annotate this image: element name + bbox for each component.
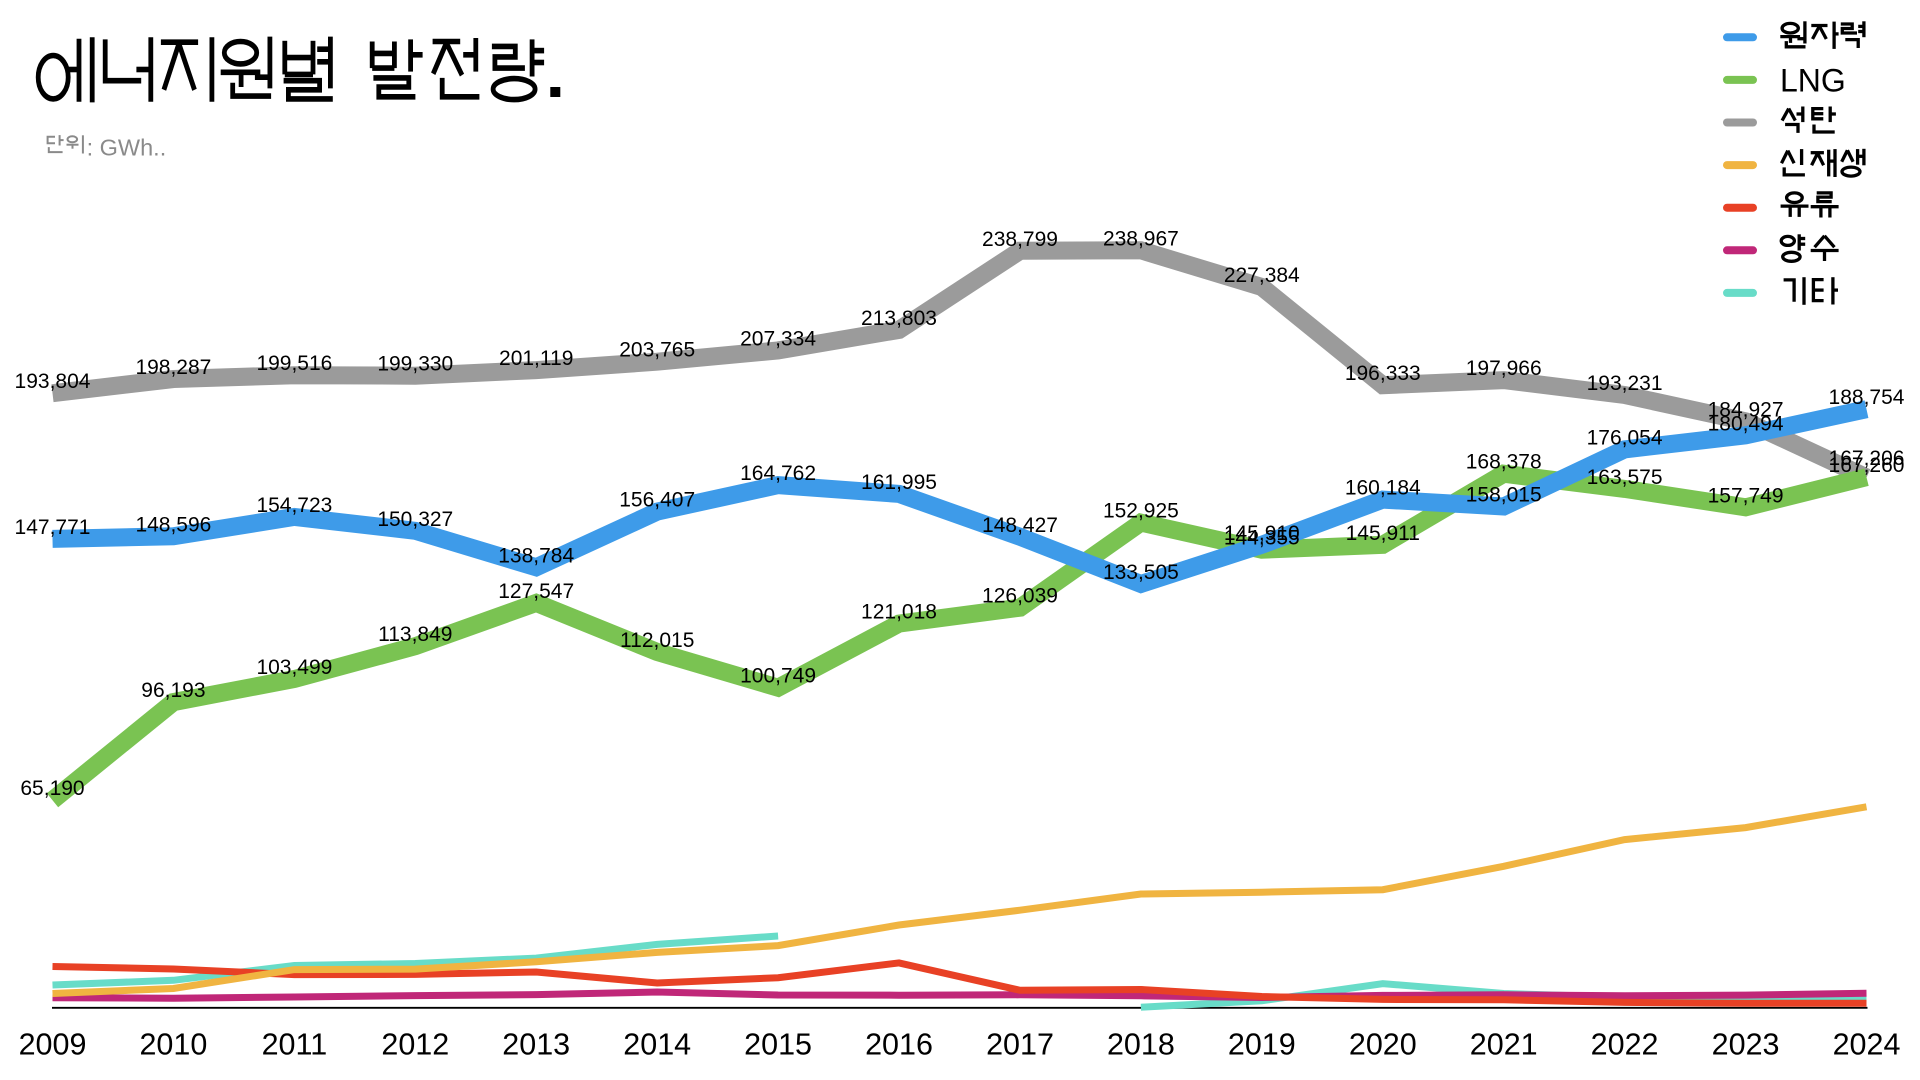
svg-text:2019: 2019 (1228, 1028, 1296, 1062)
svg-text:199,516: 199,516 (256, 352, 332, 375)
svg-text:144,355: 144,355 (1224, 527, 1300, 550)
svg-text:213,803: 213,803 (861, 307, 937, 330)
svg-text:154,723: 154,723 (256, 494, 332, 517)
svg-text:147,771: 147,771 (15, 516, 91, 539)
svg-text:2017: 2017 (986, 1028, 1054, 1062)
svg-text:227,384: 227,384 (1224, 264, 1300, 287)
svg-text:65,190: 65,190 (20, 777, 84, 800)
svg-text:207,334: 207,334 (740, 327, 816, 350)
svg-text:197,966: 197,966 (1466, 357, 1542, 380)
svg-text:2012: 2012 (381, 1028, 449, 1062)
svg-text:198,287: 198,287 (135, 356, 211, 379)
svg-text:167,206: 167,206 (1829, 447, 1905, 470)
svg-text:2014: 2014 (623, 1028, 691, 1062)
svg-text:2021: 2021 (1470, 1028, 1538, 1062)
svg-text:199,330: 199,330 (377, 353, 453, 376)
svg-text:2024: 2024 (1833, 1028, 1901, 1062)
svg-text:2013: 2013 (502, 1028, 570, 1062)
svg-text:127,547: 127,547 (498, 580, 574, 603)
svg-text:: GWh..: : GWh.. (87, 135, 167, 161)
svg-text:2022: 2022 (1591, 1028, 1659, 1062)
svg-text:2015: 2015 (744, 1028, 812, 1062)
svg-text:193,804: 193,804 (15, 370, 91, 393)
svg-text:126,039: 126,039 (982, 585, 1058, 608)
svg-text:193,231: 193,231 (1587, 372, 1663, 395)
svg-text:163,575: 163,575 (1587, 466, 1663, 489)
svg-text:113,849: 113,849 (378, 623, 452, 646)
svg-text:176,054: 176,054 (1587, 426, 1663, 449)
svg-text:121,018: 121,018 (861, 601, 937, 624)
svg-text:2018: 2018 (1107, 1028, 1175, 1062)
svg-text:148,427: 148,427 (982, 514, 1058, 537)
svg-text:156,407: 156,407 (619, 489, 695, 512)
svg-text:152,925: 152,925 (1103, 500, 1179, 523)
svg-text:145,911: 145,911 (1346, 522, 1420, 545)
svg-text:168,378: 168,378 (1466, 451, 1542, 474)
svg-text:203,765: 203,765 (619, 339, 695, 362)
svg-text:158,015: 158,015 (1466, 484, 1542, 507)
svg-text:2016: 2016 (865, 1028, 933, 1062)
svg-text:145,910: 145,910 (1224, 522, 1300, 545)
svg-text:184,927: 184,927 (1708, 398, 1784, 421)
svg-text:238,967: 238,967 (1103, 227, 1179, 250)
svg-text:201,119: 201,119 (499, 347, 573, 370)
svg-text:160,184: 160,184 (1345, 477, 1421, 500)
svg-text:138,784: 138,784 (498, 544, 574, 567)
svg-text:196,333: 196,333 (1345, 362, 1421, 385)
svg-text:148,596: 148,596 (135, 513, 211, 536)
svg-text:2023: 2023 (1712, 1028, 1780, 1062)
svg-text:100,749: 100,749 (740, 665, 816, 688)
svg-text:157,749: 157,749 (1708, 484, 1784, 507)
svg-text:2020: 2020 (1349, 1028, 1417, 1062)
svg-text:180,494: 180,494 (1708, 412, 1784, 435)
svg-text:LNG: LNG (1780, 62, 1846, 98)
svg-text:150,327: 150,327 (377, 508, 453, 531)
svg-text:238,799: 238,799 (982, 228, 1058, 251)
svg-text:164,762: 164,762 (740, 462, 816, 485)
svg-text:133,505: 133,505 (1103, 561, 1179, 584)
svg-text:112,015: 112,015 (620, 629, 694, 652)
svg-text:2011: 2011 (262, 1028, 328, 1062)
svg-text:2009: 2009 (19, 1028, 87, 1062)
svg-text:161,995: 161,995 (861, 471, 937, 494)
svg-text:2010: 2010 (139, 1028, 207, 1062)
svg-text:103,499: 103,499 (256, 656, 332, 679)
svg-text:96,193: 96,193 (141, 679, 205, 702)
svg-text:188,754: 188,754 (1829, 386, 1905, 409)
svg-text:167,260: 167,260 (1829, 454, 1905, 477)
